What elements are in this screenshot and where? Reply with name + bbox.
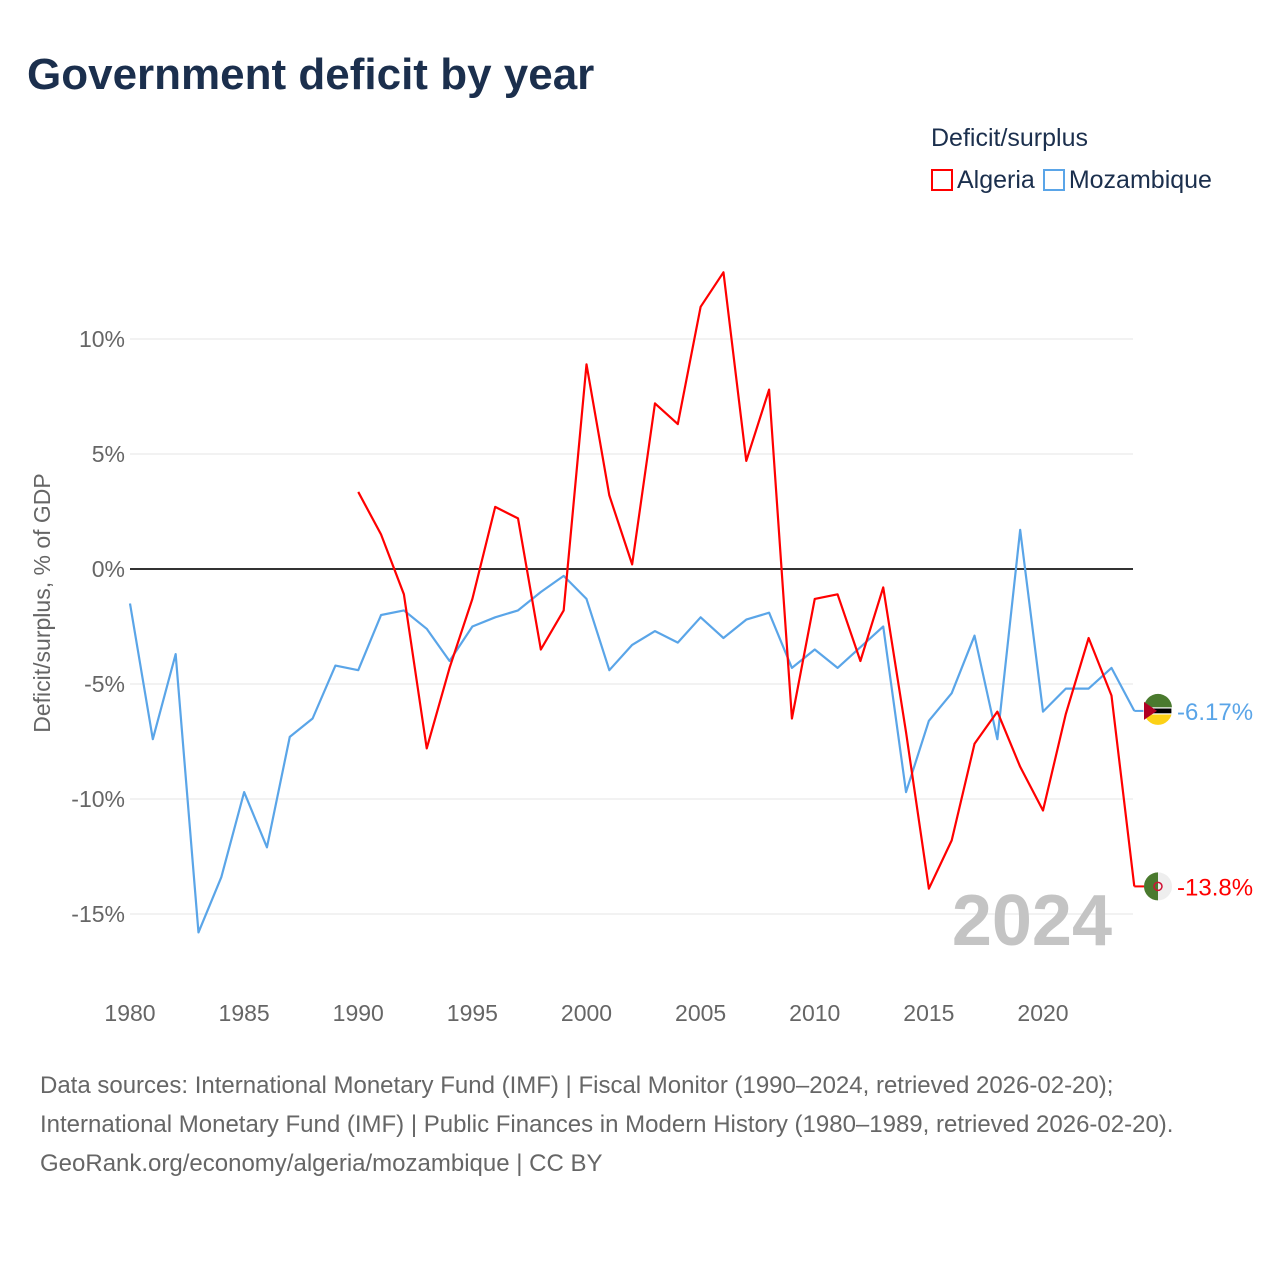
y-tick-label: -10% — [71, 786, 125, 812]
legend-label: Algeria — [957, 166, 1035, 194]
chart-title: Government deficit by year — [27, 50, 595, 99]
legend-item-algeria[interactable]: Algeria — [931, 166, 1035, 195]
year-watermark: 2024 — [952, 881, 1112, 961]
mozambique-flag-green — [1144, 693, 1172, 708]
legend-swatch-algeria — [931, 169, 953, 191]
x-tick-label: 1985 — [219, 1000, 270, 1026]
legend: Algeria Mozambique — [931, 166, 1212, 195]
x-tick-label: 2020 — [1017, 1000, 1068, 1026]
x-tick-label: 1990 — [333, 1000, 384, 1026]
x-tick-label: 2000 — [561, 1000, 612, 1026]
x-tick-label: 2015 — [903, 1000, 954, 1026]
attribution-link[interactable]: GeoRank.org/economy/algeria/mozambique |… — [40, 1150, 603, 1177]
y-tick-label: 10% — [79, 326, 125, 352]
x-tick-label: 1995 — [447, 1000, 498, 1026]
series-line-algeria — [357, 271, 1136, 890]
end-value-label: -13.8% — [1177, 874, 1253, 901]
x-tick-label: 2005 — [675, 1000, 726, 1026]
y-tick-label: 5% — [92, 441, 125, 467]
legend-label: Mozambique — [1068, 166, 1212, 194]
mozambique-flag-triangle — [1144, 701, 1157, 720]
algeria-flag-green — [1144, 872, 1158, 901]
data-sources: Data sources: International Monetary Fun… — [40, 1072, 1174, 1138]
y-tick-label: -15% — [71, 901, 125, 927]
legend-item-mozambique[interactable]: Mozambique — [1042, 166, 1212, 195]
end-value-label: -6.17% — [1177, 699, 1253, 726]
x-tick-label: 2010 — [789, 1000, 840, 1026]
y-axis-label: Deficit/surplus, % of GDP — [29, 473, 55, 732]
footer: Data sources: International Monetary Fun… — [40, 1066, 1240, 1183]
y-tick-label: 0% — [92, 556, 125, 582]
legend-swatch-mozambique — [1042, 169, 1065, 191]
algeria-flag-crescent — [1153, 881, 1163, 892]
x-tick-label: 1980 — [104, 1000, 155, 1026]
y-tick-label: -5% — [84, 671, 125, 697]
legend-title: Deficit/surplus — [931, 124, 1088, 152]
